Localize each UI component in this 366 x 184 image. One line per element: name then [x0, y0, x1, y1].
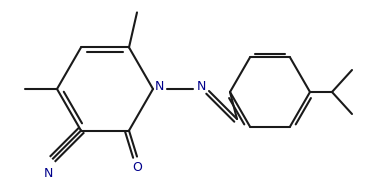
Text: O: O — [132, 161, 142, 174]
Text: N: N — [197, 81, 206, 93]
Text: N: N — [155, 81, 164, 93]
Text: N: N — [43, 167, 53, 180]
